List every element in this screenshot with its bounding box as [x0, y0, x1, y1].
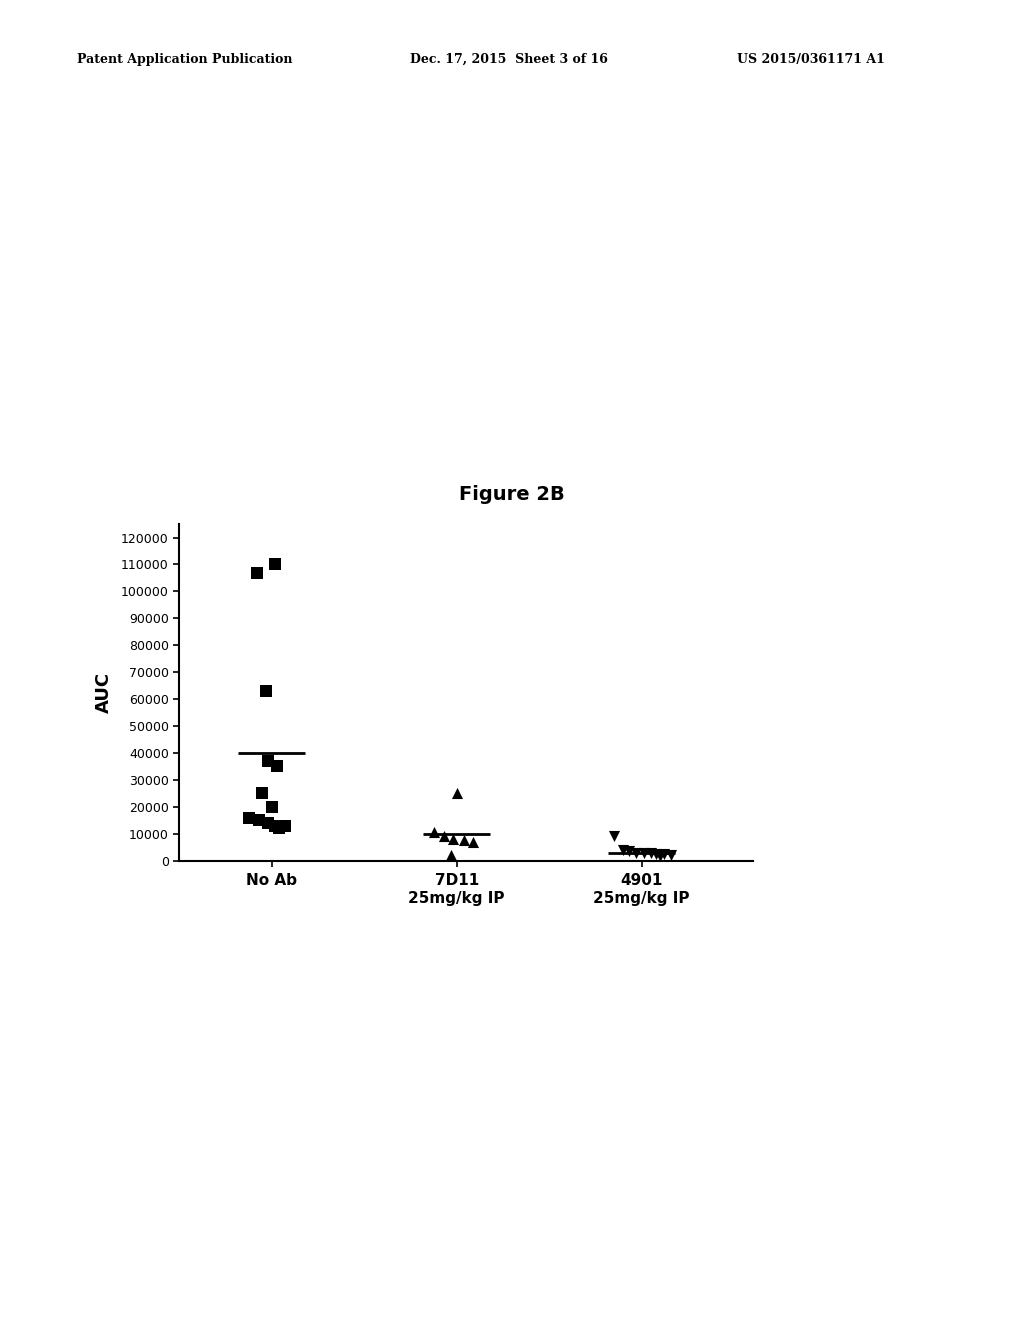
Point — [251, 809, 267, 830]
Y-axis label: AUC: AUC — [94, 672, 113, 713]
Point — [443, 845, 460, 866]
Text: Dec. 17, 2015  Sheet 3 of 16: Dec. 17, 2015 Sheet 3 of 16 — [410, 53, 607, 66]
Point — [271, 818, 288, 840]
Point — [606, 826, 623, 847]
Point — [652, 845, 669, 866]
Point — [263, 796, 280, 817]
Point — [449, 783, 465, 804]
Point — [615, 840, 632, 861]
Point — [254, 783, 270, 804]
Point — [655, 843, 672, 865]
Point — [664, 845, 680, 866]
Point — [269, 756, 286, 777]
Point — [465, 832, 481, 853]
Point — [242, 807, 258, 828]
Point — [276, 814, 293, 836]
Point — [628, 842, 644, 863]
Point — [260, 751, 276, 772]
Point — [635, 842, 651, 863]
Point — [426, 822, 442, 843]
Point — [456, 830, 472, 851]
Text: Patent Application Publication: Patent Application Publication — [77, 53, 292, 66]
Point — [249, 562, 265, 583]
Point — [260, 812, 276, 833]
Text: US 2015/0361171 A1: US 2015/0361171 A1 — [737, 53, 885, 66]
Point — [258, 680, 274, 701]
Point — [444, 829, 461, 850]
Point — [435, 826, 452, 847]
Text: Figure 2B: Figure 2B — [459, 486, 565, 504]
Point — [643, 842, 659, 863]
Point — [621, 841, 637, 862]
Point — [267, 554, 284, 576]
Point — [267, 814, 284, 836]
Point — [648, 843, 665, 865]
